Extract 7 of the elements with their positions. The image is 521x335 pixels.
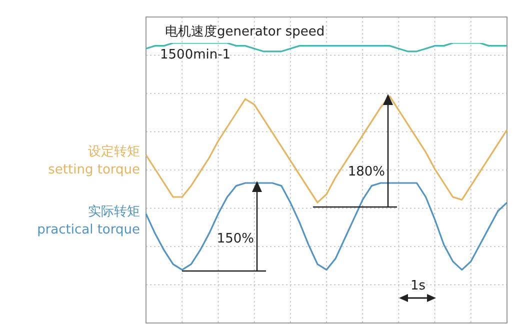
series-label: 设定转矩 setting torque — [48, 144, 140, 178]
series-label: 实际转矩 practical torque — [37, 204, 140, 238]
annotation: 180% — [348, 164, 385, 180]
annotation: 150% — [216, 231, 254, 246]
annotation: 1s — [410, 278, 426, 294]
series-label: 电机速度generator speed — [165, 23, 325, 40]
annotation: 1500min-1 — [160, 47, 231, 62]
